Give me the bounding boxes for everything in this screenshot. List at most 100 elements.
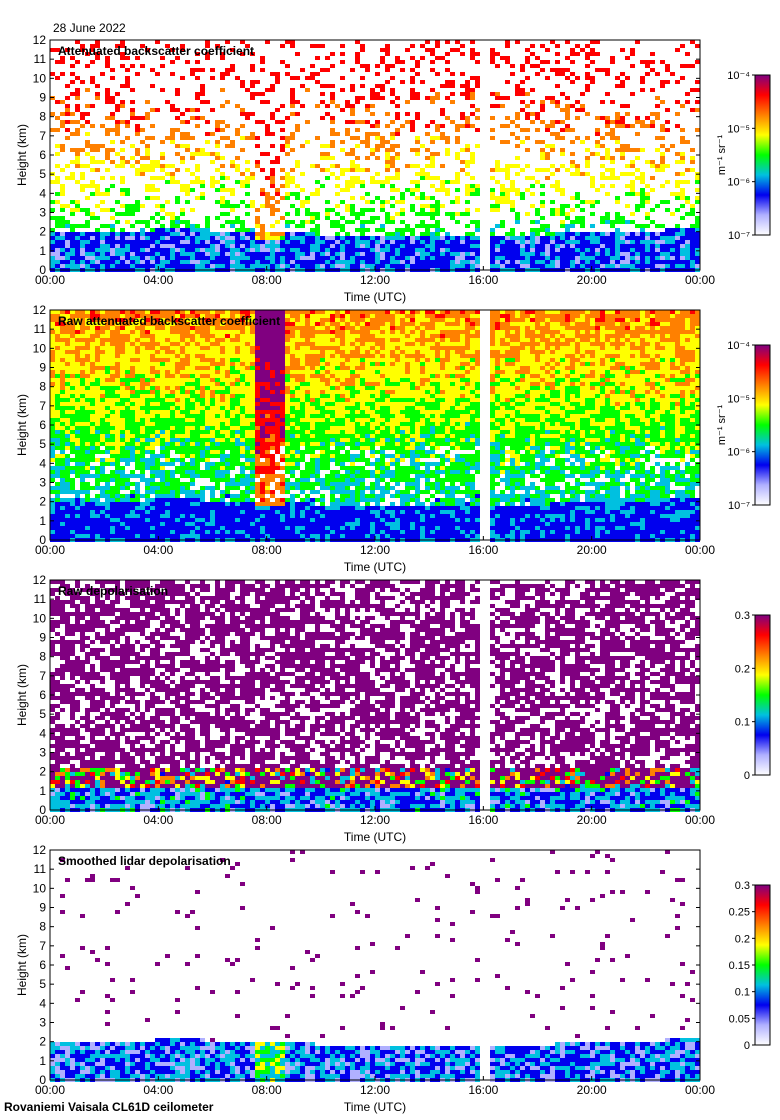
y-tick-label: 0 (39, 803, 46, 817)
heatmap-cells (50, 850, 700, 1082)
colorbar-tick-label: 10⁻⁵ (727, 393, 750, 405)
x-tick-label: 00:00 (35, 1083, 65, 1097)
heatmap-layer-8 (60, 768, 700, 812)
y-tick-label: 4 (39, 996, 46, 1010)
y-axis-label: Height (km) (15, 664, 29, 726)
y-tick-label: 9 (39, 901, 46, 915)
colorbar (754, 74, 771, 236)
y-tick-label: 4 (39, 726, 46, 740)
y-tick-label: 1 (39, 784, 46, 798)
colorbar-tick-label: 0 (744, 770, 750, 782)
heatmap-layer-3 (50, 1038, 700, 1082)
heatmap-layer-3 (50, 768, 700, 788)
heatmap-layer-3 (50, 132, 700, 240)
x-tick-label: 08:00 (252, 273, 282, 287)
y-tick-label: 2 (39, 765, 46, 779)
heatmap-layer-5 (50, 494, 700, 542)
x-tick-label: 16:00 (468, 1083, 498, 1097)
heatmap-layer-2 (50, 310, 700, 506)
x-tick-label: 20:00 (577, 813, 607, 827)
y-tick-label: 6 (39, 688, 46, 702)
y-tick-label: 12 (33, 843, 47, 857)
y-tick-label: 3 (39, 476, 46, 490)
heatmap-layer-6 (50, 228, 700, 272)
y-tick-label: 9 (39, 91, 46, 105)
heatmap-layer-7 (255, 310, 285, 454)
y-tick-label: 7 (39, 399, 46, 413)
y-tick-label: 12 (33, 573, 47, 587)
x-tick-label: 20:00 (577, 1083, 607, 1097)
y-tick-label: 8 (39, 920, 46, 934)
y-tick-label: 0 (39, 263, 46, 277)
y-tick-label: 7 (39, 939, 46, 953)
y-tick-label: 11 (34, 592, 47, 606)
y-tick-label: 11 (34, 862, 47, 876)
y-tick-label: 2 (39, 495, 46, 509)
y-axis-label: Height (km) (15, 124, 29, 186)
colorbar-tick-label: 10⁻⁶ (727, 177, 750, 189)
x-tick-label: 00:00 (685, 543, 715, 557)
y-tick-label: 5 (39, 437, 46, 451)
heatmap-layer-1 (50, 40, 700, 196)
y-tick-label: 5 (39, 977, 46, 991)
x-tick-label: 12:00 (360, 273, 390, 287)
y-tick-label: 1 (39, 514, 46, 528)
colorbar-tick-label: 0.1 (735, 987, 750, 999)
colorbar-tick-label: 0.2 (735, 663, 750, 675)
colorbar-unit-label: m⁻¹ sr⁻¹ (716, 135, 728, 176)
colorbar-tick-label: 0.3 (735, 610, 750, 622)
x-tick-label: 04:00 (143, 273, 173, 287)
heatmap-cells (50, 40, 700, 272)
heatmap-layer-1 (50, 580, 700, 788)
x-tick-label: 16:00 (468, 813, 498, 827)
colorbar-unit-label: m⁻¹ sr⁻¹ (716, 405, 728, 446)
x-axis-label: Time (UTC) (344, 560, 406, 574)
colorbar-tick-label: 0.2 (735, 933, 750, 945)
chart-title: Raw depolarisation (58, 584, 168, 598)
y-tick-label: 10 (33, 881, 47, 895)
heatmap-layer-5 (50, 788, 695, 812)
colorbar-tick-label: 0.3 (735, 880, 750, 892)
y-tick-label: 12 (33, 303, 47, 317)
y-tick-label: 0 (39, 1073, 46, 1087)
chart-title: Smoothed lidar depolarisation (58, 854, 231, 868)
y-tick-label: 6 (39, 958, 46, 972)
colorbar-tick-label: 0.25 (729, 907, 750, 919)
x-tick-label: 08:00 (252, 1083, 282, 1097)
y-tick-label: 8 (39, 380, 46, 394)
y-tick-label: 1 (39, 244, 46, 258)
y-tick-label: 8 (39, 650, 46, 664)
x-axis-label: Time (UTC) (344, 830, 406, 844)
colorbar (754, 884, 771, 1046)
colorbar-tick-label: 0 (744, 1040, 750, 1052)
y-tick-label: 6 (39, 418, 46, 432)
y-tick-label: 4 (39, 456, 46, 470)
heatmap-layer-3 (50, 358, 700, 506)
y-tick-label: 12 (33, 33, 47, 47)
y-tick-label: 10 (33, 71, 47, 85)
heatmap-layer-4 (50, 422, 700, 542)
y-tick-label: 5 (39, 707, 46, 721)
x-tick-label: 04:00 (143, 1083, 173, 1097)
x-tick-label: 00:00 (35, 543, 65, 557)
heatmap-cells (50, 580, 700, 812)
x-tick-label: 20:00 (577, 273, 607, 287)
y-tick-label: 7 (39, 669, 46, 683)
colorbar-tick-label: 0.1 (735, 717, 750, 729)
y-tick-label: 6 (39, 148, 46, 162)
heatmap-layer-6 (255, 1042, 285, 1082)
heatmap-layer-4 (60, 850, 695, 1042)
x-tick-label: 00:00 (685, 1083, 715, 1097)
colorbar (754, 344, 771, 506)
colorbar-tick-label: 10⁻⁴ (727, 340, 750, 352)
y-tick-label: 1 (39, 1054, 46, 1068)
date-label: 28 June 2022 (53, 21, 126, 35)
y-tick-label: 9 (39, 361, 46, 375)
y-tick-label: 5 (39, 167, 46, 181)
x-axis-label: Time (UTC) (344, 290, 406, 304)
colorbar-tick-label: 10⁻⁵ (727, 123, 750, 135)
y-tick-label: 8 (39, 110, 46, 124)
instrument-label: Rovaniemi Vaisala CL61D ceilometer (4, 1100, 214, 1114)
